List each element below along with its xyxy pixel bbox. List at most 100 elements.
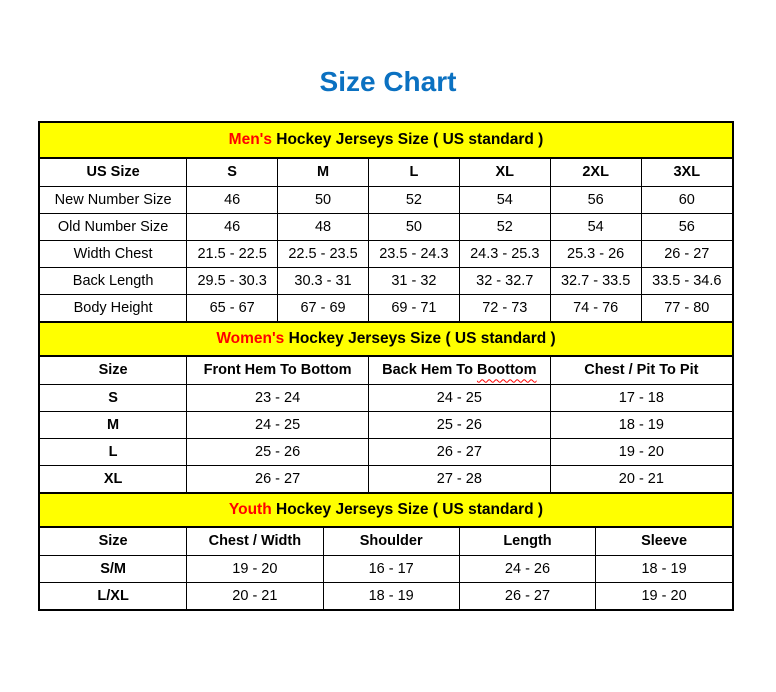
mens-cell: 24.3 - 25.3 — [458, 239, 551, 268]
womens-size-section: Women's Hockey Jerseys Size ( US standar… — [40, 321, 732, 492]
womens-cell: 19 - 20 — [549, 437, 732, 466]
youth-section-header: Youth Hockey Jerseys Size ( US standard … — [40, 492, 732, 528]
size-chart: Men's Hockey Jerseys Size ( US standard … — [38, 121, 734, 611]
youth-column-header: Size — [40, 528, 188, 556]
womens-cell: 20 - 21 — [549, 464, 732, 492]
mens-cell: 54 — [458, 185, 551, 214]
youth-column-header: Length — [458, 528, 597, 556]
mens-column-header: 3XL — [640, 159, 732, 187]
womens-cell: 25 - 26 — [186, 437, 369, 466]
youth-section-header-highlight: Youth — [228, 501, 272, 518]
mens-table-row: Back Length 29.5 - 30.3 30.3 - 31 31 - 32 32… — [40, 266, 732, 295]
mens-column-header: S — [186, 159, 279, 187]
womens-cell: 27 - 28 — [367, 464, 551, 492]
womens-section-header-rest: Hockey Jerseys Size ( US standard ) — [284, 330, 556, 347]
womens-table-row: M 24 - 25 25 - 26 18 - 19 — [40, 410, 732, 439]
mens-size-section: Men's Hockey Jerseys Size ( US standard … — [40, 123, 732, 321]
youth-section-header-rest: Hockey Jerseys Size ( US standard ) — [271, 501, 544, 518]
mens-cell: 21.5 - 22.5 — [186, 239, 279, 268]
youth-column-header: Chest / Width — [186, 528, 324, 556]
womens-cell: 25 - 26 — [367, 410, 551, 439]
womens-row-label: L — [40, 437, 188, 466]
youth-cell: 24 - 26 — [458, 554, 597, 583]
mens-header-row: US Size S M L XL 2XL 3XL — [40, 159, 732, 187]
mens-section-header: Men's Hockey Jerseys Size ( US standard … — [40, 123, 732, 159]
mens-row-label: Width Chest — [40, 239, 188, 268]
womens-column-header: Front Hem To Bottom — [186, 357, 369, 385]
mens-row-label: Body Height — [40, 293, 188, 321]
mens-table-row: New Number Size 46 50 52 54 56 60 — [40, 185, 732, 214]
youth-cell: 19 - 20 — [186, 554, 324, 583]
youth-cell: 26 - 27 — [458, 581, 597, 609]
mens-cell: 74 - 76 — [549, 293, 642, 321]
mens-column-header: M — [277, 159, 369, 187]
womens-column-header: Chest / Pit To Pit — [549, 357, 732, 385]
womens-section-header-highlight: Women's — [216, 330, 285, 347]
mens-cell: 67 - 69 — [277, 293, 369, 321]
mens-cell: 23.5 - 24.3 — [367, 239, 460, 268]
womens-cell: 18 - 19 — [549, 410, 732, 439]
youth-header-row: Size Chest / Width Shoulder Length Sleeve — [40, 528, 732, 556]
misspelled-word: Boottom — [476, 362, 537, 379]
womens-cell: 23 - 24 — [186, 383, 369, 412]
mens-column-header: US Size — [40, 159, 188, 187]
page-title: Size Chart — [319, 66, 457, 97]
womens-size-table: Size Front Hem To Bottom Back Hem To Boott… — [40, 357, 732, 492]
mens-table-row: Width Chest 21.5 - 22.5 22.5 - 23.5 23.5 - … — [40, 239, 732, 268]
mens-cell: 52 — [458, 212, 551, 241]
mens-row-label: Back Length — [40, 266, 188, 295]
mens-cell: 25.3 - 26 — [549, 239, 642, 268]
mens-cell: 26 - 27 — [640, 239, 732, 268]
youth-column-header: Sleeve — [595, 528, 732, 556]
mens-cell: 77 - 80 — [640, 293, 732, 321]
mens-cell: 50 — [277, 185, 369, 214]
mens-cell: 52 — [367, 185, 460, 214]
mens-cell: 33.5 - 34.6 — [640, 266, 732, 295]
youth-cell: 18 - 19 — [595, 554, 732, 583]
mens-row-label: New Number Size — [40, 185, 188, 214]
youth-size-table: Size Chest / Width Shoulder Length Sleeve S/… — [40, 528, 732, 609]
mens-cell: 46 — [186, 212, 279, 241]
womens-table-row: XL 26 - 27 27 - 28 20 - 21 — [40, 464, 732, 492]
mens-section-header-rest: Hockey Jerseys Size ( US standard ) — [271, 131, 544, 148]
youth-cell: 18 - 19 — [322, 581, 460, 609]
womens-row-label: S — [40, 383, 188, 412]
mens-cell: 56 — [549, 185, 642, 214]
youth-table-row: S/M 19 - 20 16 - 17 24 - 26 18 - 19 — [40, 554, 732, 583]
mens-cell: 22.5 - 23.5 — [277, 239, 369, 268]
mens-cell: 60 — [640, 185, 732, 214]
mens-cell: 72 - 73 — [458, 293, 551, 321]
youth-cell: 19 - 20 — [595, 581, 732, 609]
mens-cell: 54 — [549, 212, 642, 241]
womens-column-header: Size — [40, 357, 188, 385]
mens-cell: 50 — [367, 212, 460, 241]
youth-row-label: S/M — [40, 554, 188, 583]
mens-cell: 48 — [277, 212, 369, 241]
mens-column-header: 2XL — [549, 159, 642, 187]
mens-cell: 32 - 32.7 — [458, 266, 551, 295]
womens-cell: 26 - 27 — [367, 437, 551, 466]
womens-cell: 24 - 25 — [367, 383, 551, 412]
womens-row-label: M — [40, 410, 188, 439]
womens-column-header: Back Hem To Boottom — [367, 357, 551, 385]
mens-section-header-highlight: Men's — [228, 131, 272, 148]
womens-row-label: XL — [40, 464, 188, 492]
womens-section-header: Women's Hockey Jerseys Size ( US standar… — [40, 321, 732, 357]
mens-cell: 32.7 - 33.5 — [549, 266, 642, 295]
mens-cell: 69 - 71 — [367, 293, 460, 321]
womens-cell: 26 - 27 — [186, 464, 369, 492]
mens-table-row: Body Height 65 - 67 67 - 69 69 - 71 72 - 73 7… — [40, 293, 732, 321]
mens-cell: 56 — [640, 212, 732, 241]
mens-cell: 31 - 32 — [367, 266, 460, 295]
mens-cell: 29.5 - 30.3 — [186, 266, 279, 295]
mens-column-header: L — [367, 159, 460, 187]
womens-cell: 24 - 25 — [186, 410, 369, 439]
mens-cell: 65 - 67 — [186, 293, 279, 321]
youth-cell: 20 - 21 — [186, 581, 324, 609]
womens-table-row: L 25 - 26 26 - 27 19 - 20 — [40, 437, 732, 466]
mens-column-header: XL — [458, 159, 551, 187]
youth-size-section: Youth Hockey Jerseys Size ( US standard … — [40, 492, 732, 609]
mens-cell: 46 — [186, 185, 279, 214]
youth-row-label: L/XL — [40, 581, 188, 609]
mens-cell: 30.3 - 31 — [277, 266, 369, 295]
